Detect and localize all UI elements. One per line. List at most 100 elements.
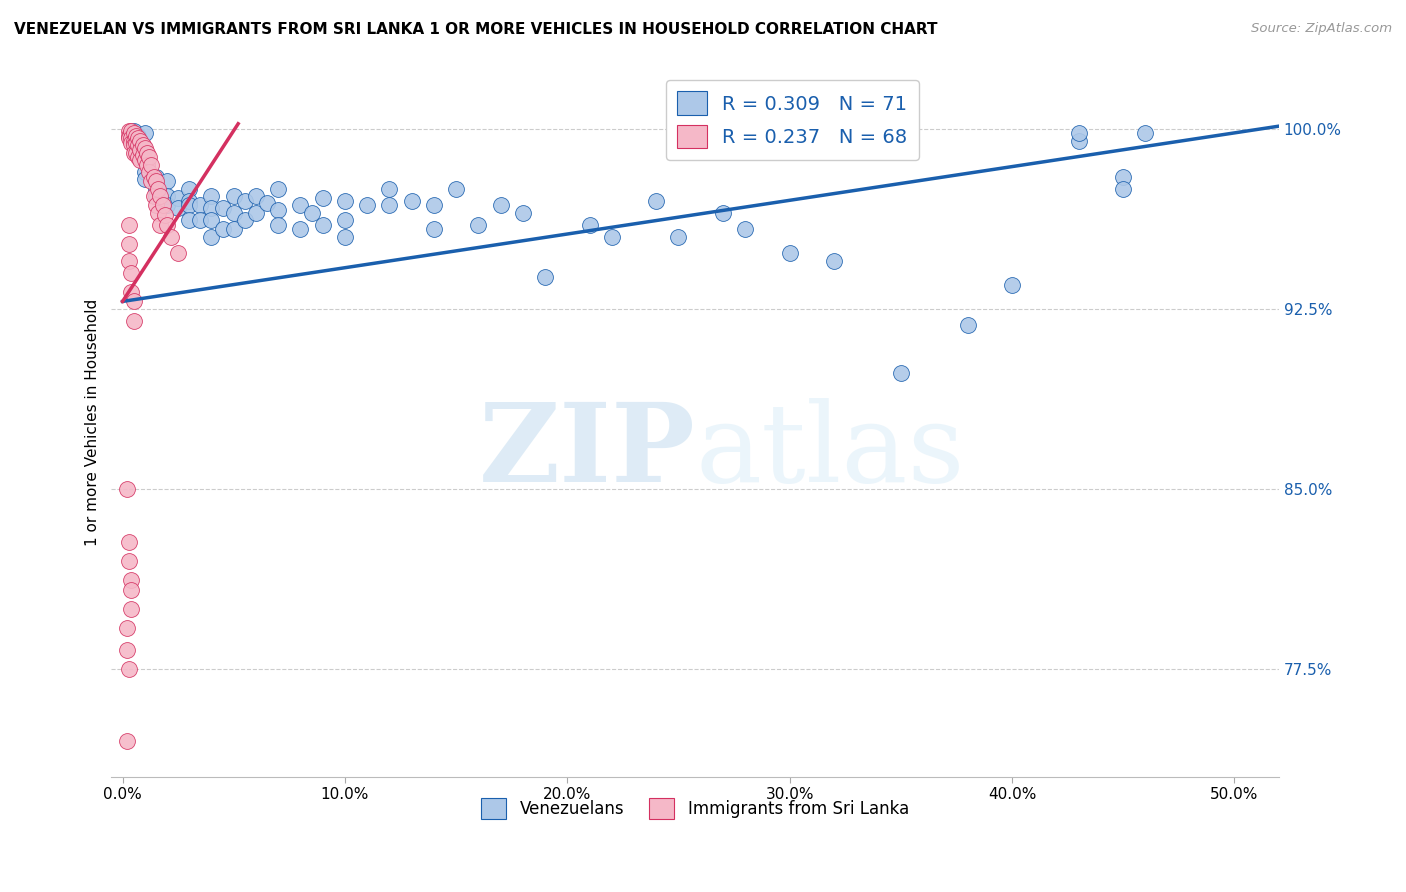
Point — [122, 126, 145, 140]
Point — [200, 201, 222, 215]
Point — [120, 573, 142, 587]
Text: VENEZUELAN VS IMMIGRANTS FROM SRI LANKA 1 OR MORE VEHICLES IN HOUSEHOLD CORRELAT: VENEZUELAN VS IMMIGRANTS FROM SRI LANKA … — [14, 22, 938, 37]
Point — [645, 194, 668, 208]
Point — [333, 212, 356, 227]
Point — [211, 201, 233, 215]
Point — [118, 128, 141, 143]
Point — [118, 131, 141, 145]
Point — [118, 253, 141, 268]
Point — [136, 157, 159, 171]
Point — [401, 194, 423, 208]
Point — [120, 601, 142, 615]
Point — [127, 150, 149, 164]
Point — [179, 194, 201, 208]
Point — [356, 198, 378, 212]
Point — [118, 218, 141, 232]
Point — [120, 582, 142, 597]
Point — [160, 229, 183, 244]
Point — [668, 229, 690, 244]
Point — [149, 218, 172, 232]
Point — [179, 212, 201, 227]
Point — [149, 188, 172, 202]
Point — [233, 212, 256, 227]
Point — [118, 554, 141, 568]
Point — [127, 138, 149, 153]
Point — [122, 134, 145, 148]
Point — [222, 222, 245, 236]
Point — [256, 196, 278, 211]
Point — [146, 181, 169, 195]
Point — [118, 124, 141, 138]
Point — [489, 198, 512, 212]
Point — [1135, 126, 1157, 140]
Point — [131, 138, 153, 153]
Point — [222, 205, 245, 219]
Point — [138, 150, 160, 164]
Point — [734, 222, 756, 236]
Point — [179, 198, 201, 212]
Point — [233, 194, 256, 208]
Point — [145, 169, 167, 184]
Point — [115, 734, 138, 748]
Point — [129, 143, 152, 157]
Point — [890, 367, 912, 381]
Point — [1067, 126, 1090, 140]
Point — [131, 148, 153, 162]
Point — [1112, 181, 1135, 195]
Point — [333, 229, 356, 244]
Point — [134, 165, 156, 179]
Point — [1001, 277, 1024, 292]
Point — [378, 181, 401, 195]
Point — [134, 153, 156, 167]
Point — [118, 534, 141, 549]
Point — [129, 153, 152, 167]
Point — [122, 138, 145, 153]
Point — [823, 253, 845, 268]
Point — [444, 181, 467, 195]
Text: ZIP: ZIP — [478, 398, 695, 505]
Point — [125, 145, 148, 160]
Point — [311, 191, 333, 205]
Point — [120, 285, 142, 299]
Point — [136, 145, 159, 160]
Point — [125, 136, 148, 150]
Point — [179, 181, 201, 195]
Point — [578, 218, 600, 232]
Point — [211, 222, 233, 236]
Point — [290, 198, 312, 212]
Point — [142, 188, 165, 202]
Point — [245, 188, 267, 202]
Text: atlas: atlas — [695, 398, 965, 505]
Point — [167, 191, 190, 205]
Point — [115, 642, 138, 657]
Point — [141, 174, 163, 188]
Point — [127, 131, 149, 145]
Point — [141, 157, 163, 171]
Point — [600, 229, 623, 244]
Y-axis label: 1 or more Vehicles in Household: 1 or more Vehicles in Household — [86, 299, 100, 546]
Point — [245, 205, 267, 219]
Point — [156, 198, 179, 212]
Point — [115, 482, 138, 496]
Point — [145, 181, 167, 195]
Point — [122, 145, 145, 160]
Point — [145, 198, 167, 212]
Point — [423, 222, 446, 236]
Point — [200, 188, 222, 202]
Legend: Venezuelans, Immigrants from Sri Lanka: Venezuelans, Immigrants from Sri Lanka — [475, 791, 915, 825]
Point — [200, 212, 222, 227]
Point — [423, 198, 446, 212]
Point — [333, 194, 356, 208]
Point — [134, 141, 156, 155]
Point — [145, 188, 167, 202]
Point — [125, 128, 148, 143]
Point — [118, 662, 141, 676]
Point — [120, 136, 142, 150]
Point — [311, 218, 333, 232]
Point — [956, 318, 979, 333]
Point — [156, 188, 179, 202]
Point — [120, 124, 142, 138]
Text: Source: ZipAtlas.com: Source: ZipAtlas.com — [1251, 22, 1392, 36]
Point — [122, 124, 145, 138]
Point — [534, 270, 557, 285]
